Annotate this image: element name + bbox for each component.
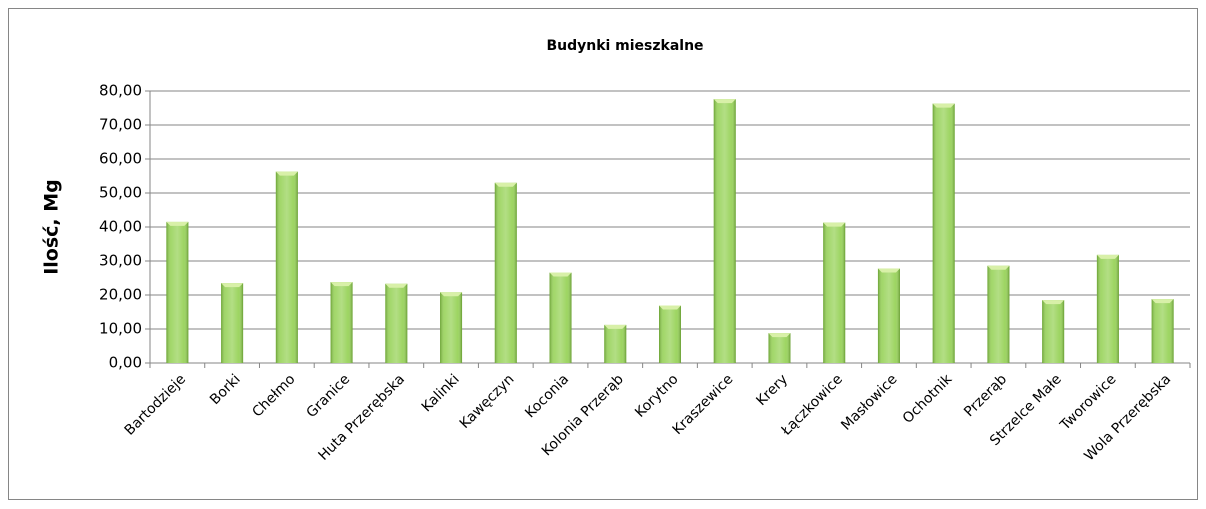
- bar-shade: [549, 272, 572, 363]
- bar-shade: [221, 283, 244, 363]
- bar-bevel: [768, 333, 791, 338]
- bar-bevel: [221, 283, 244, 288]
- y-tick-label: 30,00: [99, 252, 142, 270]
- bar-bevel: [659, 305, 681, 310]
- bar-shade: [932, 103, 955, 363]
- bar-bevel: [440, 292, 463, 297]
- bar-shade: [494, 182, 517, 363]
- y-tick-label: 20,00: [99, 286, 142, 304]
- bar-shade: [877, 268, 900, 363]
- bar-shade: [1042, 300, 1065, 363]
- bar-bevel: [1151, 299, 1174, 304]
- bar-bevel: [1096, 254, 1119, 259]
- bar-shade: [1151, 299, 1174, 363]
- bar-bevel: [385, 283, 408, 288]
- bar-shade: [330, 282, 353, 363]
- bar-bevel: [1042, 300, 1065, 305]
- bar-bevel: [494, 182, 517, 187]
- bar-shade: [713, 99, 736, 363]
- bar-shade: [440, 292, 463, 363]
- chart-title: Budynki mieszkalne: [546, 38, 703, 54]
- bar-bevel: [713, 99, 736, 104]
- bar-shade: [604, 324, 627, 363]
- bar-shade: [166, 221, 189, 363]
- y-tick-label: 50,00: [99, 184, 142, 202]
- bar-bevel: [987, 265, 1010, 270]
- bar-bevel: [275, 171, 298, 176]
- bar-shade: [659, 305, 681, 363]
- bar-bevel: [549, 272, 572, 277]
- bar-shade: [385, 283, 408, 363]
- y-tick-label: 0,00: [109, 354, 142, 372]
- y-tick-label: 70,00: [99, 116, 142, 134]
- bar-bevel: [932, 103, 955, 108]
- bar-shade: [768, 333, 791, 363]
- y-tick-label: 60,00: [99, 150, 142, 168]
- bar-shade: [275, 171, 298, 363]
- y-tick-label: 80,00: [99, 82, 142, 100]
- chart-border: [8, 8, 1198, 500]
- y-tick-label: 10,00: [99, 320, 142, 338]
- bar-bevel: [877, 268, 900, 273]
- bar-bevel: [604, 324, 627, 329]
- bar-shade: [987, 265, 1010, 363]
- bar-bevel: [823, 222, 846, 227]
- y-tick-label: 40,00: [99, 218, 142, 236]
- bar-shade: [1096, 254, 1119, 363]
- bar-bevel: [166, 221, 189, 226]
- bar-shade: [823, 222, 846, 363]
- y-axis-label: Ilość, Mg: [41, 179, 63, 275]
- bar-bevel: [330, 282, 353, 287]
